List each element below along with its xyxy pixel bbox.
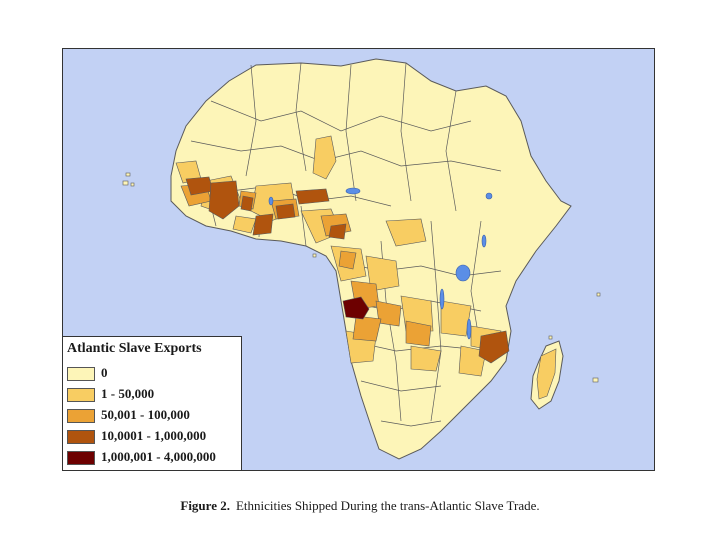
legend-label: 0: [101, 365, 108, 380]
legend-title: Atlantic Slave Exports: [67, 341, 202, 356]
legend-swatch: [67, 430, 95, 444]
legend-swatch: [67, 388, 95, 402]
lake-victoria: [455, 264, 471, 282]
madagascar-region: [536, 348, 557, 400]
caption-label: Figure 2.: [180, 498, 230, 513]
regions-100001-1000000: [185, 176, 510, 364]
figure-caption: Figure 2. Ethnicities Shipped During the …: [0, 498, 720, 514]
lake-tanganyika: [439, 288, 445, 310]
legend: Atlantic Slave Exports 0 1 - 50,000 50,0…: [62, 336, 242, 471]
region-1000001-4000000: [342, 296, 370, 320]
legend-swatch: [67, 451, 95, 465]
legend-swatch: [67, 409, 95, 423]
legend-label: 1 - 50,000: [101, 386, 155, 401]
legend-swatch: [67, 367, 95, 381]
legend-label: 10,0001 - 1,000,000: [101, 428, 207, 443]
lakes: [268, 187, 493, 340]
legend-label: 1,000,001 - 4,000,000: [101, 449, 216, 464]
lake-malawi: [466, 318, 472, 340]
islands: [122, 172, 601, 383]
lake-tana: [485, 192, 493, 200]
caption-text: Ethnicities Shipped During the trans-Atl…: [235, 498, 540, 513]
legend-label: 50,001 - 100,000: [101, 407, 190, 422]
lake-chad: [345, 187, 361, 195]
lake-turkana: [481, 234, 487, 248]
africa-map: [122, 58, 601, 460]
lake-volta: [268, 196, 274, 206]
